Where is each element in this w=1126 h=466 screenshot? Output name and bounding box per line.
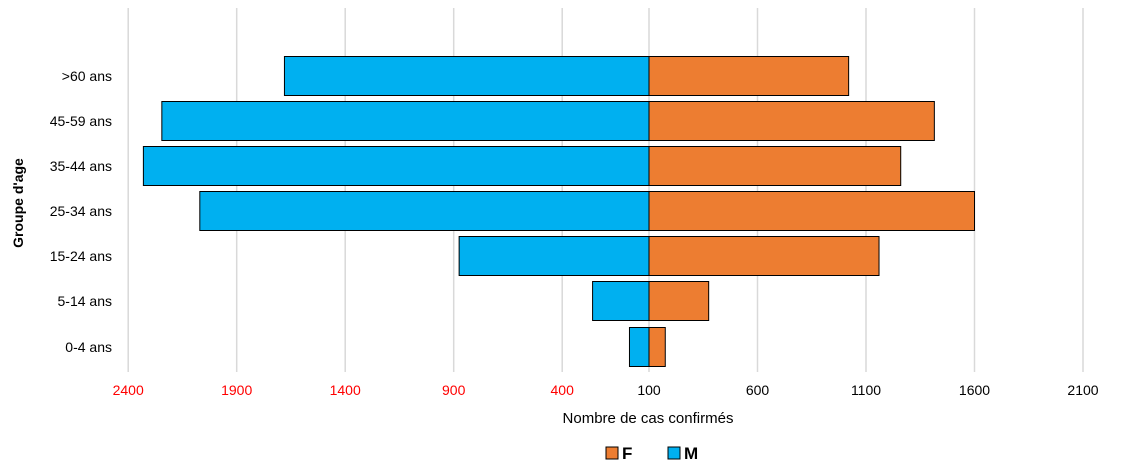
category-label: 5-14 ans [58, 293, 112, 309]
y-axis-title: Groupe d'age [10, 158, 26, 248]
bar-m-0 [628, 327, 650, 367]
category-label: >60 ans [62, 68, 112, 84]
x-tick-label: 1400 [330, 382, 361, 398]
category-label: 35-44 ans [50, 158, 112, 174]
category-label: 15-24 ans [50, 248, 112, 264]
category-label: 25-34 ans [50, 203, 112, 219]
bar-f-5 [648, 101, 935, 141]
legend-label-f: F [622, 444, 632, 463]
x-tick-label: 900 [442, 382, 466, 398]
bar-m-6 [283, 56, 650, 96]
category-labels: 0-4 ans 5-14 ans 15-24 ans 25-34 ans 35-44 a… [50, 68, 112, 355]
bar-f-6 [648, 56, 850, 96]
x-tick-label: 1100 [851, 382, 881, 398]
bar-f-4 [648, 146, 902, 186]
legend-swatch-f [605, 446, 619, 460]
bar-m-4 [142, 146, 650, 186]
legend-swatch-m [667, 446, 681, 460]
x-tick-labels: 2400 1900 1400 900 400 100 600 1100 1600 2100 [113, 382, 1099, 398]
bar-f-1 [648, 281, 710, 321]
bar-f-2 [648, 236, 880, 276]
bars [142, 56, 975, 367]
x-axis-title: Nombre de cas confirmés [563, 410, 734, 427]
bar-f-0 [648, 327, 666, 367]
bar-m-1 [592, 281, 650, 321]
category-label: 0-4 ans [65, 339, 112, 355]
x-tick-label: 600 [746, 382, 770, 398]
bar-f-3 [648, 191, 975, 231]
x-tick-label: 1900 [221, 382, 252, 398]
bar-m-2 [458, 236, 650, 276]
legend-label-m: M [684, 444, 698, 463]
x-tick-label: 2400 [113, 382, 144, 398]
x-tick-label: 2100 [1067, 382, 1098, 398]
x-tick-label: 100 [637, 382, 661, 398]
bar-m-3 [199, 191, 650, 231]
category-label: 45-59 ans [50, 113, 112, 129]
x-tick-label: 1600 [959, 382, 990, 398]
x-tick-label: 400 [551, 382, 575, 398]
bar-m-5 [161, 101, 650, 141]
